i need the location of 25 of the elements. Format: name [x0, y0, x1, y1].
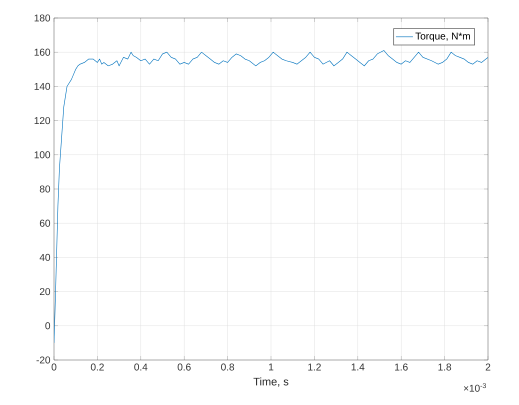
- y-tick-label: 140: [34, 82, 50, 90]
- y-tick-label: 40: [40, 254, 50, 261]
- x-tick-label: 1.6: [395, 364, 408, 371]
- x-tick-label: 0.4: [134, 364, 148, 371]
- x-tick-label: 1: [269, 364, 274, 370]
- x-tick-label: 0: [52, 364, 56, 371]
- y-tick-label: 20: [40, 288, 50, 296]
- y-tick-label: 120: [34, 117, 50, 124]
- x-tick-label: 0.6: [178, 364, 191, 371]
- x-tick-label: 0.2: [90, 364, 104, 371]
- x-tick-label: 1.8: [438, 364, 452, 371]
- x-tick-label: 1.2: [308, 364, 321, 370]
- y-tick-label: -20: [36, 356, 50, 364]
- y-tick-label: 160: [34, 48, 50, 56]
- y-tick-label: 180: [34, 14, 50, 22]
- x-tick-label: 0.8: [221, 364, 234, 371]
- y-tick-label: 0: [45, 322, 50, 330]
- y-tick-label: 80: [40, 185, 50, 193]
- y-tick-label: 60: [40, 220, 50, 227]
- x-tick-label: 2: [486, 364, 490, 370]
- legend-label: Torque, N*m: [415, 32, 470, 42]
- text: ×10$^{-3}$: [464, 383, 486, 392]
- x-tick-label: 1.4: [352, 364, 364, 370]
- y-tick-label: 100: [34, 151, 50, 158]
- x-axis-title: Time, s: [253, 377, 288, 387]
